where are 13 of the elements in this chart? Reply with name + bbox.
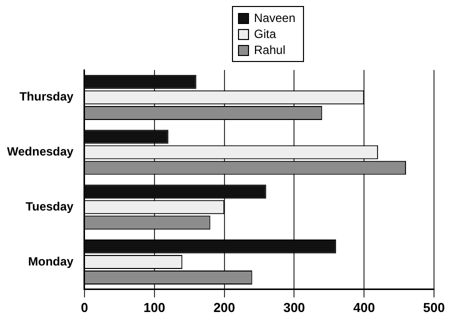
y-tick-label: Tuesday [26, 199, 74, 214]
y-tick-label: Monday [28, 254, 74, 268]
legend-label: Rahul [254, 42, 286, 58]
x-tick-label: 300 [283, 300, 306, 315]
y-tick-label: Thursday [19, 90, 74, 104]
x-tick-label: 200 [213, 300, 236, 315]
x-tick-label: 400 [353, 300, 375, 315]
x-tick-label: 100 [144, 300, 166, 315]
x-tick-label: 500 [423, 300, 445, 315]
legend-label: Naveen [254, 10, 296, 26]
legend-label: Gita [254, 26, 276, 42]
y-tick-label: Wednesday [7, 144, 74, 159]
x-tick-label: 0 [80, 300, 88, 315]
